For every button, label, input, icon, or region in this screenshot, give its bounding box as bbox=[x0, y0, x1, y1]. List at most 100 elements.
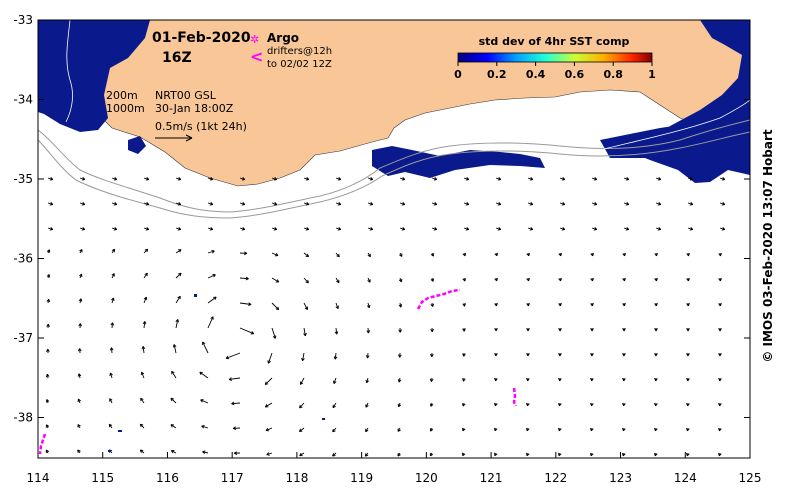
current-vector-head bbox=[686, 427, 690, 432]
current-vector-head bbox=[654, 252, 658, 257]
current-vector-head bbox=[142, 321, 147, 325]
current-vector bbox=[175, 295, 181, 304]
current-vector-head bbox=[429, 403, 434, 407]
current-vector bbox=[302, 352, 305, 361]
current-vector-head bbox=[526, 427, 530, 432]
current-vector-head bbox=[526, 452, 530, 457]
current-vector-head bbox=[241, 227, 246, 231]
current-vector-head bbox=[590, 402, 594, 407]
current-vector-head bbox=[622, 353, 626, 357]
current-vector-head bbox=[558, 328, 562, 332]
current-vector bbox=[239, 327, 254, 335]
current-vector-head bbox=[305, 279, 309, 284]
time-title: 16Z bbox=[162, 50, 192, 66]
current-vector-head bbox=[110, 322, 115, 326]
product-label: NRT00 GSL bbox=[155, 89, 217, 102]
current-vector-head bbox=[529, 177, 534, 181]
current-vector-head bbox=[199, 371, 203, 376]
current-vector-head bbox=[264, 381, 269, 385]
current-vector bbox=[143, 296, 147, 304]
current-vector bbox=[239, 302, 252, 305]
drifter-label-1: drifters@12h bbox=[267, 46, 332, 57]
current-vector-head bbox=[558, 277, 562, 282]
current-vector bbox=[173, 344, 177, 354]
current-vector-head bbox=[45, 424, 50, 428]
x-tick-label: 123 bbox=[609, 471, 632, 485]
x-tick-label: 124 bbox=[674, 471, 697, 485]
current-vector-head bbox=[177, 177, 182, 181]
current-vector-head bbox=[170, 397, 174, 402]
current-vector-head bbox=[718, 303, 722, 307]
current-vector-head bbox=[46, 323, 50, 327]
current-vector-head bbox=[213, 296, 217, 300]
current-vector bbox=[271, 327, 276, 339]
current-vector-head bbox=[81, 202, 86, 206]
current-vector-head bbox=[494, 277, 498, 282]
current-vector-head bbox=[686, 378, 690, 382]
current-vector-head bbox=[497, 177, 502, 181]
current-vector-head bbox=[401, 227, 406, 231]
current-vector-head bbox=[113, 202, 118, 206]
current-vector-head bbox=[654, 328, 658, 332]
current-vector bbox=[334, 352, 337, 360]
colorbar-title: std dev of 4hr SST comp bbox=[479, 35, 630, 48]
current-vector-head bbox=[109, 398, 113, 402]
current-vector-head bbox=[430, 278, 435, 282]
current-vector-head bbox=[299, 381, 304, 385]
current-vector-head bbox=[77, 449, 81, 453]
current-vector-head bbox=[245, 276, 249, 281]
x-tick-label: 114 bbox=[27, 471, 50, 485]
x-tick-label: 117 bbox=[221, 471, 244, 485]
current-vector-head bbox=[267, 360, 271, 364]
current-vector-head bbox=[718, 403, 722, 407]
current-vector-head bbox=[397, 453, 401, 457]
current-vector-head bbox=[558, 452, 562, 457]
contour-1000m bbox=[38, 131, 750, 219]
current-vector-head bbox=[275, 252, 279, 257]
current-vector-head bbox=[526, 277, 530, 282]
contour-west-coast bbox=[65, 20, 73, 123]
current-vector-head bbox=[79, 249, 83, 253]
current-vector-head bbox=[266, 452, 270, 456]
scale-arrow bbox=[155, 134, 193, 142]
x-tick-label: 119 bbox=[350, 471, 373, 485]
sst-patch-small bbox=[128, 136, 146, 154]
current-vector-head bbox=[433, 202, 438, 206]
current-vector-head bbox=[210, 316, 214, 320]
current-vector-head bbox=[558, 378, 562, 382]
current-vector-head bbox=[462, 303, 466, 307]
current-vector-head bbox=[209, 227, 214, 231]
y-axis: -33 -34 -35 -36 -37 -38 bbox=[13, 13, 750, 425]
current-vector-head bbox=[718, 353, 722, 357]
current-vector-head bbox=[273, 177, 278, 181]
current-vector-head bbox=[529, 202, 534, 206]
current-vector-head bbox=[398, 304, 403, 308]
current-vector bbox=[303, 277, 309, 284]
current-vector bbox=[200, 399, 209, 404]
current-vector bbox=[333, 377, 337, 384]
current-vector-head bbox=[45, 373, 50, 378]
current-vector bbox=[264, 377, 273, 385]
current-vector-head bbox=[430, 253, 435, 257]
contour-coastal bbox=[599, 99, 750, 151]
current-vector bbox=[207, 250, 215, 254]
current-vector-head bbox=[177, 295, 181, 300]
current-vector-head bbox=[657, 202, 662, 206]
current-vector-head bbox=[333, 356, 338, 360]
current-vector-head bbox=[367, 279, 371, 283]
current-vector bbox=[202, 451, 209, 454]
current-vector bbox=[231, 402, 241, 405]
current-vector-head bbox=[622, 378, 626, 382]
argo-star-icon: ✲ bbox=[250, 33, 259, 46]
colorbar-tick-label: 0.6 bbox=[565, 68, 585, 81]
x-tick-label: 121 bbox=[480, 471, 503, 485]
scale-label: 0.5m/s (1kt 24h) bbox=[155, 120, 247, 133]
current-vector-head bbox=[334, 331, 339, 335]
current-vector-head bbox=[232, 426, 237, 431]
current-vector-head bbox=[113, 227, 118, 231]
current-vector-head bbox=[721, 202, 726, 206]
current-vector-head bbox=[590, 303, 594, 307]
current-vector-head bbox=[494, 328, 498, 332]
current-vector-head bbox=[365, 379, 370, 384]
current-vector bbox=[299, 427, 305, 432]
